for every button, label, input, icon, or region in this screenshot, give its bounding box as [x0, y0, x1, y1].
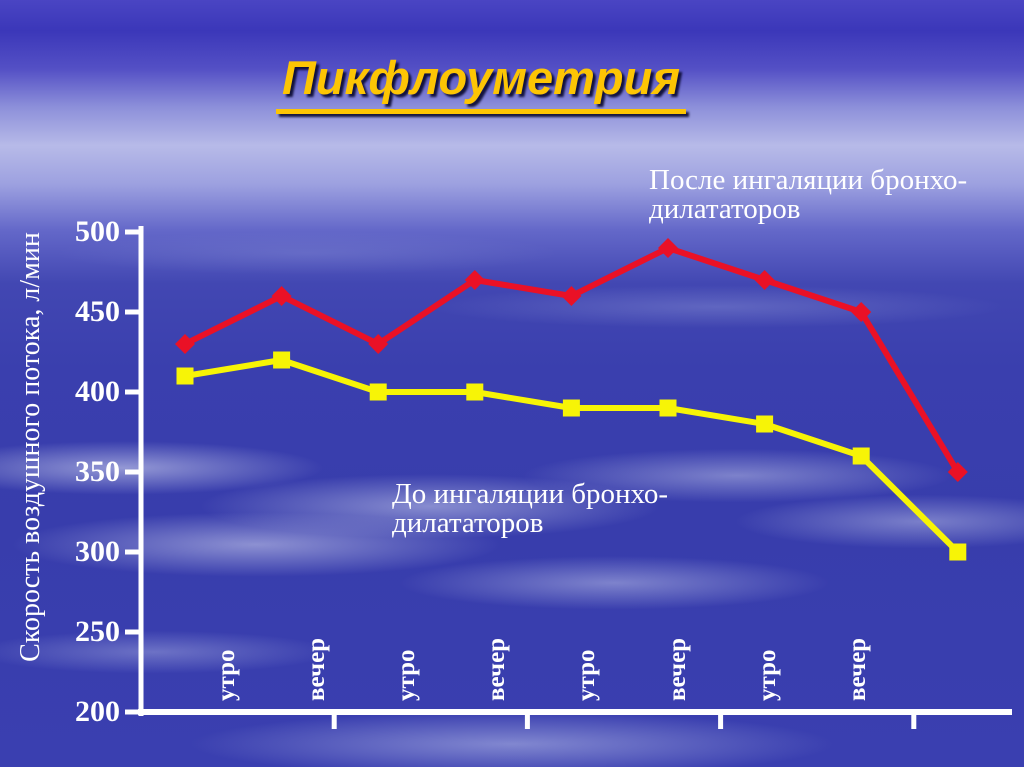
- data-point-marker: [852, 447, 870, 465]
- x-tick-label: утро: [393, 649, 421, 702]
- data-point-marker: [562, 399, 580, 417]
- y-tick-label: 300: [75, 535, 120, 568]
- data-point-marker: [949, 543, 967, 561]
- slide-title: Пикфлоуметрия: [275, 50, 687, 114]
- series-label-before: До ингаляции бронхо- дилататоров: [392, 478, 669, 539]
- data-point-marker: [466, 383, 484, 401]
- data-point-marker: [368, 334, 389, 354]
- data-point-marker: [369, 383, 387, 401]
- x-tick-label: утро: [573, 649, 601, 702]
- data-point-marker: [176, 367, 194, 385]
- data-point-marker: [561, 286, 582, 306]
- x-tick-label: утро: [753, 649, 781, 702]
- series-label-after: После ингаляции бронхо- дилататоров: [649, 164, 968, 225]
- slide-title-text: Пикфлоуметрия: [275, 51, 687, 114]
- data-point-marker: [947, 462, 968, 482]
- data-point-marker: [754, 270, 775, 290]
- x-tick-label: утро: [213, 649, 240, 702]
- y-axis-title: Скорость воздушного потока, л/мин: [15, 232, 46, 662]
- data-point-marker: [756, 415, 774, 433]
- data-point-marker: [175, 334, 195, 354]
- series-before: [176, 351, 967, 561]
- x-tick-label: вечер: [843, 637, 871, 701]
- y-tick-label: 350: [75, 455, 120, 488]
- data-point-marker: [851, 302, 872, 322]
- x-tick-label: вечер: [663, 637, 691, 701]
- series-line: [182, 245, 961, 475]
- data-point-marker: [464, 270, 485, 290]
- y-tick-label: 400: [75, 375, 120, 408]
- data-point-marker: [659, 399, 677, 417]
- series-after: [175, 238, 968, 482]
- x-tick-label: вечер: [303, 637, 331, 701]
- y-tick-label: 250: [75, 615, 120, 648]
- x-tick-label: вечер: [483, 637, 511, 701]
- data-point-marker: [273, 351, 291, 369]
- y-tick-label: 500: [75, 215, 120, 248]
- data-point-marker: [658, 238, 678, 258]
- data-point-marker: [271, 286, 292, 306]
- y-tick-label: 450: [75, 295, 120, 328]
- y-tick-label: 200: [75, 695, 120, 728]
